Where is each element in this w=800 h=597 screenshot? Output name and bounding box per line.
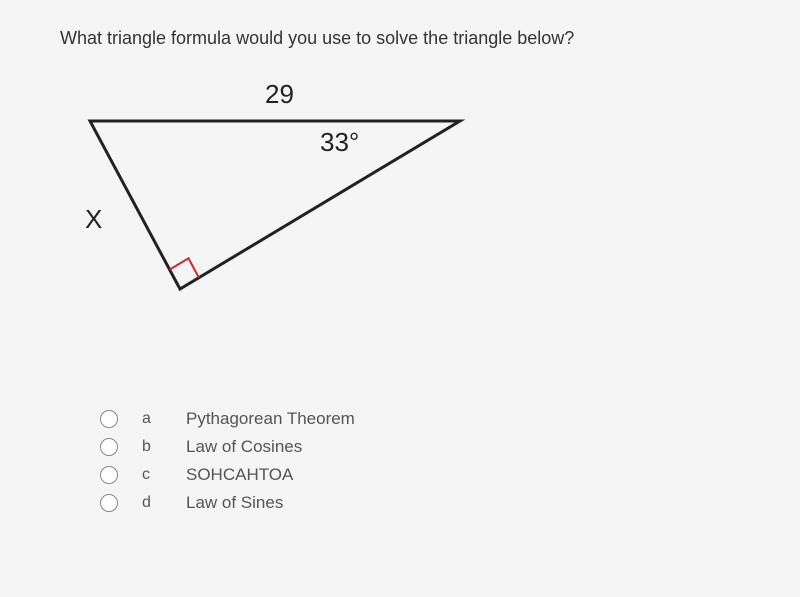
option-text: Law of Sines [186,493,283,513]
option-letter: a [142,410,162,428]
option-text: Law of Cosines [186,437,302,457]
triangle-shape [90,121,460,289]
radio-icon[interactable] [100,438,118,456]
option-letter: b [142,438,162,456]
label-side-x: X [85,204,102,235]
radio-icon[interactable] [100,494,118,512]
triangle-svg [60,109,480,309]
label-side-top: 29 [265,79,294,110]
option-d[interactable]: d Law of Sines [100,493,740,513]
option-c[interactable]: c SOHCAHTOA [100,465,740,485]
radio-icon[interactable] [100,410,118,428]
radio-icon[interactable] [100,466,118,484]
option-letter: c [142,466,162,484]
question-text: What triangle formula would you use to s… [60,28,740,49]
option-b[interactable]: b Law of Cosines [100,437,740,457]
options-group: a Pythagorean Theorem b Law of Cosines c… [100,409,740,513]
option-text: Pythagorean Theorem [186,409,355,429]
label-angle: 33° [320,127,359,158]
option-a[interactable]: a Pythagorean Theorem [100,409,740,429]
option-text: SOHCAHTOA [186,465,293,485]
option-letter: d [142,494,162,512]
triangle-figure: 29 33° X [60,109,480,319]
